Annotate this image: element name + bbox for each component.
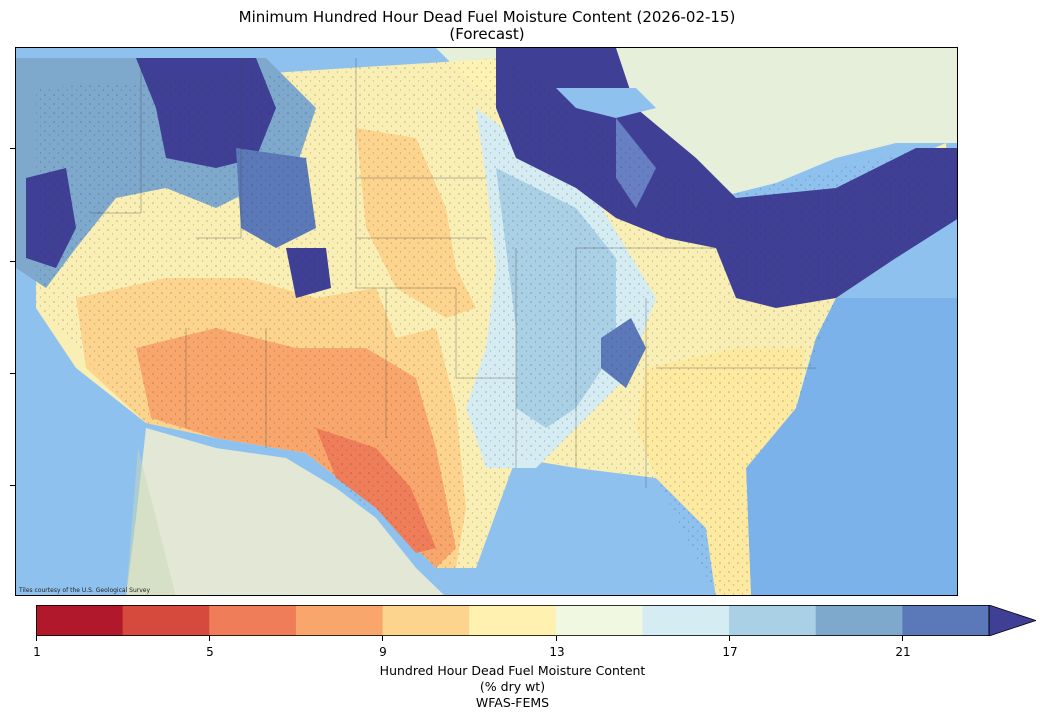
colorbar-label-line1: Hundred Hour Dead Fuel Moisture Content [379,663,646,678]
colorbar-tick-label: 21 [895,645,911,659]
colorbar-segment [382,605,470,636]
colorbar-segment [902,605,990,636]
colorbar-label-line3: WFAS-FEMS [475,695,550,710]
y-axis-tick [10,261,15,262]
colorbar-tick-label: 13 [549,645,565,659]
colorbar-segment [729,605,817,636]
colorbar-tick [729,636,730,641]
colorbar-segment [209,605,297,636]
colorbar-segment [815,605,903,636]
colorbar-tick [556,636,557,641]
colorbar-segments [36,605,990,636]
colorbar-tick-label: 5 [206,645,214,659]
state-boundaries [91,58,816,488]
y-axis-tick [10,373,15,374]
colorbar-extend-arrow [988,605,1036,636]
moisture-map [16,48,957,595]
baja-california [126,448,176,595]
map-title: Minimum Hundred Hour Dead Fuel Moisture … [0,9,974,43]
colorbar-label-line2: (% dry wt) [479,679,546,694]
colorbar-tick [902,636,903,641]
colorbar-outline [36,605,990,636]
colorbar-segment [555,605,643,636]
colorbar-segment [122,605,210,636]
y-axis-tick [10,485,15,486]
colorbar-tick-label: 17 [722,645,738,659]
colorbar-tick-label: 1 [33,645,41,659]
lake-superior [556,88,656,118]
colorbar-tick [36,636,37,641]
colorbar-segment [469,605,557,636]
map-attribution: Tiles courtesy of the U.S. Geological Su… [19,587,151,594]
y-axis-tick [10,148,15,149]
station-markers [36,58,951,595]
map-panel[interactable] [15,47,958,596]
map-title-line2: (Forecast) [449,25,525,43]
colorbar-segment [36,605,124,636]
colorbar [36,605,1036,636]
map-title-line1: Minimum Hundred Hour Dead Fuel Moisture … [238,8,736,26]
colorbar-tick-label: 9 [379,645,387,659]
colorbar-tick [209,636,210,641]
colorbar-tick [382,636,383,641]
mexico-land [126,428,444,595]
colorbar-segment [295,605,384,636]
colorbar-segment [642,605,730,636]
